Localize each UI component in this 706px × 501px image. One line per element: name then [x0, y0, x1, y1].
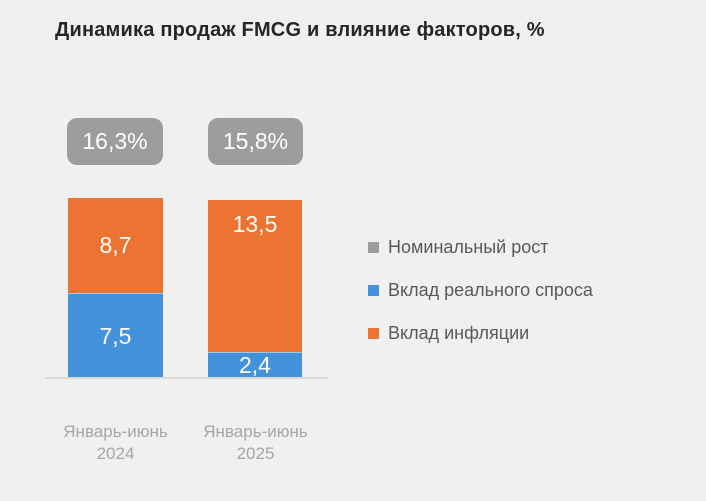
x-axis-label-2024: Январь-июнь 2024 — [63, 422, 168, 463]
value-label-demand-2025: 2,4 — [239, 352, 271, 378]
value-label-inflation-2024: 8,7 — [99, 232, 132, 258]
total-badge-2024: 16,3% — [67, 118, 163, 165]
bar-segment-demand-2024: 7,5 — [68, 293, 163, 378]
legend-item-nominal-growth: Номинальный рост — [368, 233, 593, 261]
total-value-2024: 16,3% — [82, 128, 148, 154]
x-axis-label-2025: Январь-июнь 2025 — [203, 422, 308, 463]
total-value-2025: 15,8% — [222, 128, 289, 154]
legend-swatch-blue-icon — [368, 284, 379, 296]
chart-title: Динамика продаж FMCG и влияние факторов,… — [55, 19, 545, 41]
bar-segment-inflation-2024: 8,7 — [68, 198, 163, 293]
value-label-demand-2024: 7,5 — [99, 322, 132, 349]
bar-segment-inflation-2025: 13,5 — [208, 200, 302, 352]
legend-swatch-gray-icon — [368, 241, 379, 253]
legend-item-real-demand: Вклад реального спроса — [368, 276, 593, 304]
total-badge-2025: 15,8% — [208, 118, 303, 165]
value-label-inflation-2025: 13,5 — [232, 211, 278, 237]
legend-label-real-demand: Вклад реального спроса — [388, 279, 593, 300]
legend-label-inflation: Вклад инфляции — [388, 322, 530, 343]
chart-legend: Номинальный рост Вклад реального спроса … — [368, 233, 593, 362]
legend-item-inflation: Вклад инфляции — [368, 319, 593, 347]
legend-swatch-orange-icon — [368, 327, 379, 339]
x-axis-baseline — [45, 377, 328, 379]
legend-label-nominal-growth: Номинальный рост — [388, 236, 549, 257]
bar-segment-demand-2025: 2,4 — [208, 352, 302, 378]
